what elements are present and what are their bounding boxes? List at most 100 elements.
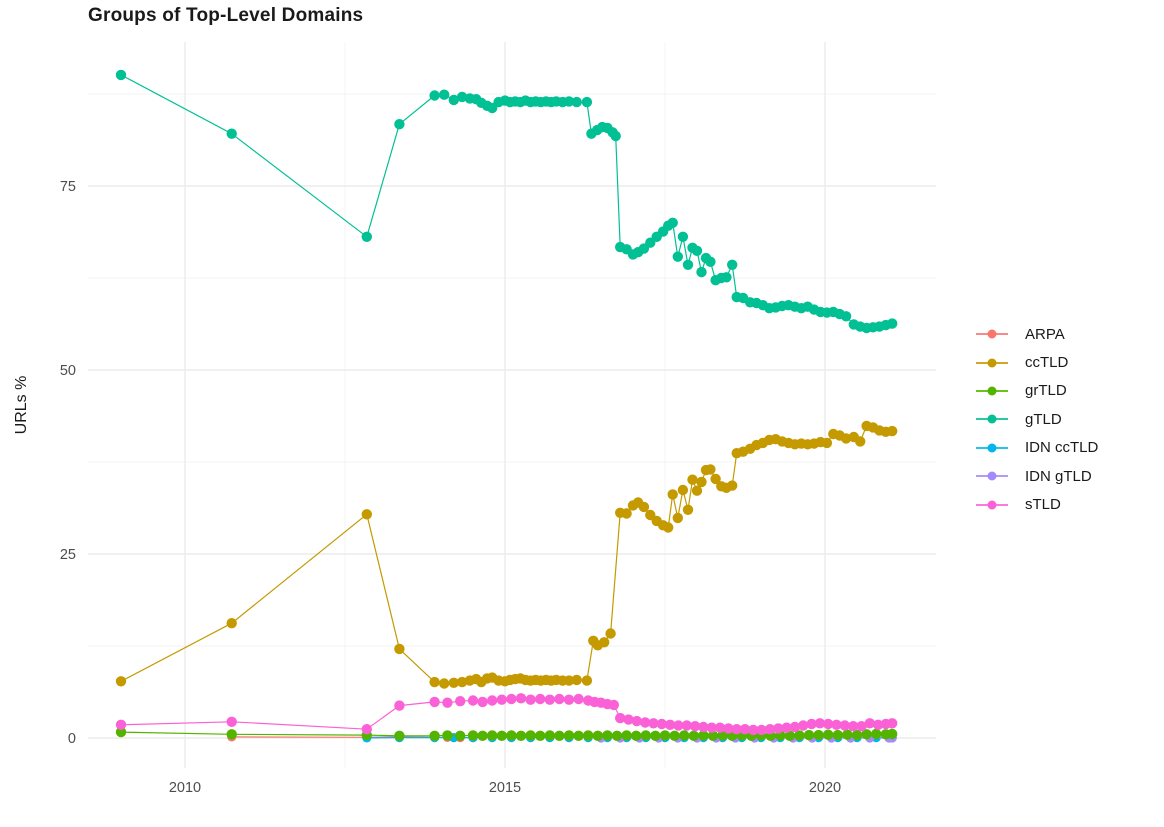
legend-entry-cctld: ccTLD [976, 348, 1098, 376]
data-point [672, 512, 683, 524]
data-point [851, 729, 863, 741]
data-point [887, 318, 898, 329]
data-point [731, 724, 742, 735]
data-point [496, 730, 507, 741]
data-point [571, 96, 582, 108]
data-point [806, 718, 817, 730]
data-point [696, 266, 707, 278]
data-point [813, 729, 824, 741]
data-point [842, 729, 853, 740]
data-point [814, 718, 826, 729]
y-tick-label: 25 [60, 547, 76, 563]
data-point [226, 618, 237, 629]
data-point [640, 717, 651, 728]
data-point [621, 508, 632, 519]
series-ccTLD [115, 420, 898, 689]
data-point [544, 730, 555, 741]
data-point [571, 674, 582, 686]
legend-key-icon [976, 439, 1008, 457]
data-point [115, 719, 127, 730]
data-point [226, 716, 237, 727]
data-point [696, 476, 707, 488]
data-point [554, 730, 565, 741]
data-point [226, 729, 237, 740]
x-tick-label: 2010 [169, 780, 201, 796]
y-axis-title: URLs % [13, 375, 30, 435]
data-point [640, 730, 651, 741]
data-point [455, 696, 466, 707]
legend-label: ccTLD [1025, 354, 1069, 372]
legend-dot-icon [987, 358, 997, 368]
data-point [789, 721, 801, 733]
data-point [739, 724, 751, 735]
data-point [448, 94, 459, 106]
data-point [611, 730, 623, 741]
data-point [535, 693, 546, 705]
series-line [120, 74, 893, 329]
data-point [477, 730, 488, 741]
data-point [687, 474, 698, 485]
legend-entry-stld: sTLD [976, 490, 1098, 518]
data-point [583, 730, 594, 741]
data-point [831, 719, 842, 730]
data-point [581, 675, 593, 686]
data-point [563, 730, 575, 741]
data-point [773, 723, 784, 734]
legend-entry-arpa: ARPA [976, 320, 1098, 348]
data-point [456, 91, 468, 103]
data-point [823, 718, 834, 730]
data-point [442, 730, 453, 741]
data-point [477, 696, 488, 708]
data-point [515, 693, 527, 704]
data-point [631, 730, 642, 741]
data-point [554, 693, 565, 705]
legend-dot-icon [987, 386, 997, 396]
data-point [756, 724, 767, 736]
data-point [748, 724, 759, 736]
data-point [610, 130, 621, 142]
data-point [667, 217, 678, 228]
data-point [682, 259, 694, 270]
data-point [599, 637, 610, 648]
data-point [429, 90, 440, 101]
data-point [467, 695, 479, 706]
data-point [602, 730, 613, 741]
data-point [608, 699, 619, 711]
data-point [663, 522, 674, 533]
data-point [592, 730, 603, 741]
data-point [706, 722, 717, 733]
legend-dot-icon [987, 414, 997, 424]
data-point [727, 480, 738, 491]
legend-entry-idn-gtld: IDN gTLD [976, 462, 1098, 490]
data-point [682, 504, 694, 515]
data-point [573, 730, 584, 741]
data-point [832, 729, 843, 741]
data-point [848, 721, 859, 732]
legend-label: grTLD [1025, 382, 1067, 400]
data-point [638, 501, 650, 513]
data-point [689, 721, 701, 732]
legend-dot-icon [987, 443, 997, 453]
data-point [887, 718, 898, 729]
data-point [681, 720, 692, 731]
data-point [456, 676, 468, 688]
legend-label: IDN ccTLD [1025, 439, 1099, 457]
data-point [667, 489, 678, 500]
data-point [698, 730, 709, 741]
data-point [705, 464, 716, 475]
data-point [656, 718, 667, 730]
data-point [721, 272, 732, 283]
data-point [688, 730, 699, 741]
data-point [764, 724, 776, 735]
data-point [563, 694, 575, 705]
data-point [677, 231, 689, 242]
data-point [798, 720, 809, 731]
data-point [467, 730, 479, 741]
legend-entry-grtld: grTLD [976, 377, 1098, 405]
data-point [727, 259, 738, 270]
data-point [115, 69, 127, 81]
x-tick-label: 2015 [489, 780, 521, 796]
data-point [394, 730, 405, 741]
